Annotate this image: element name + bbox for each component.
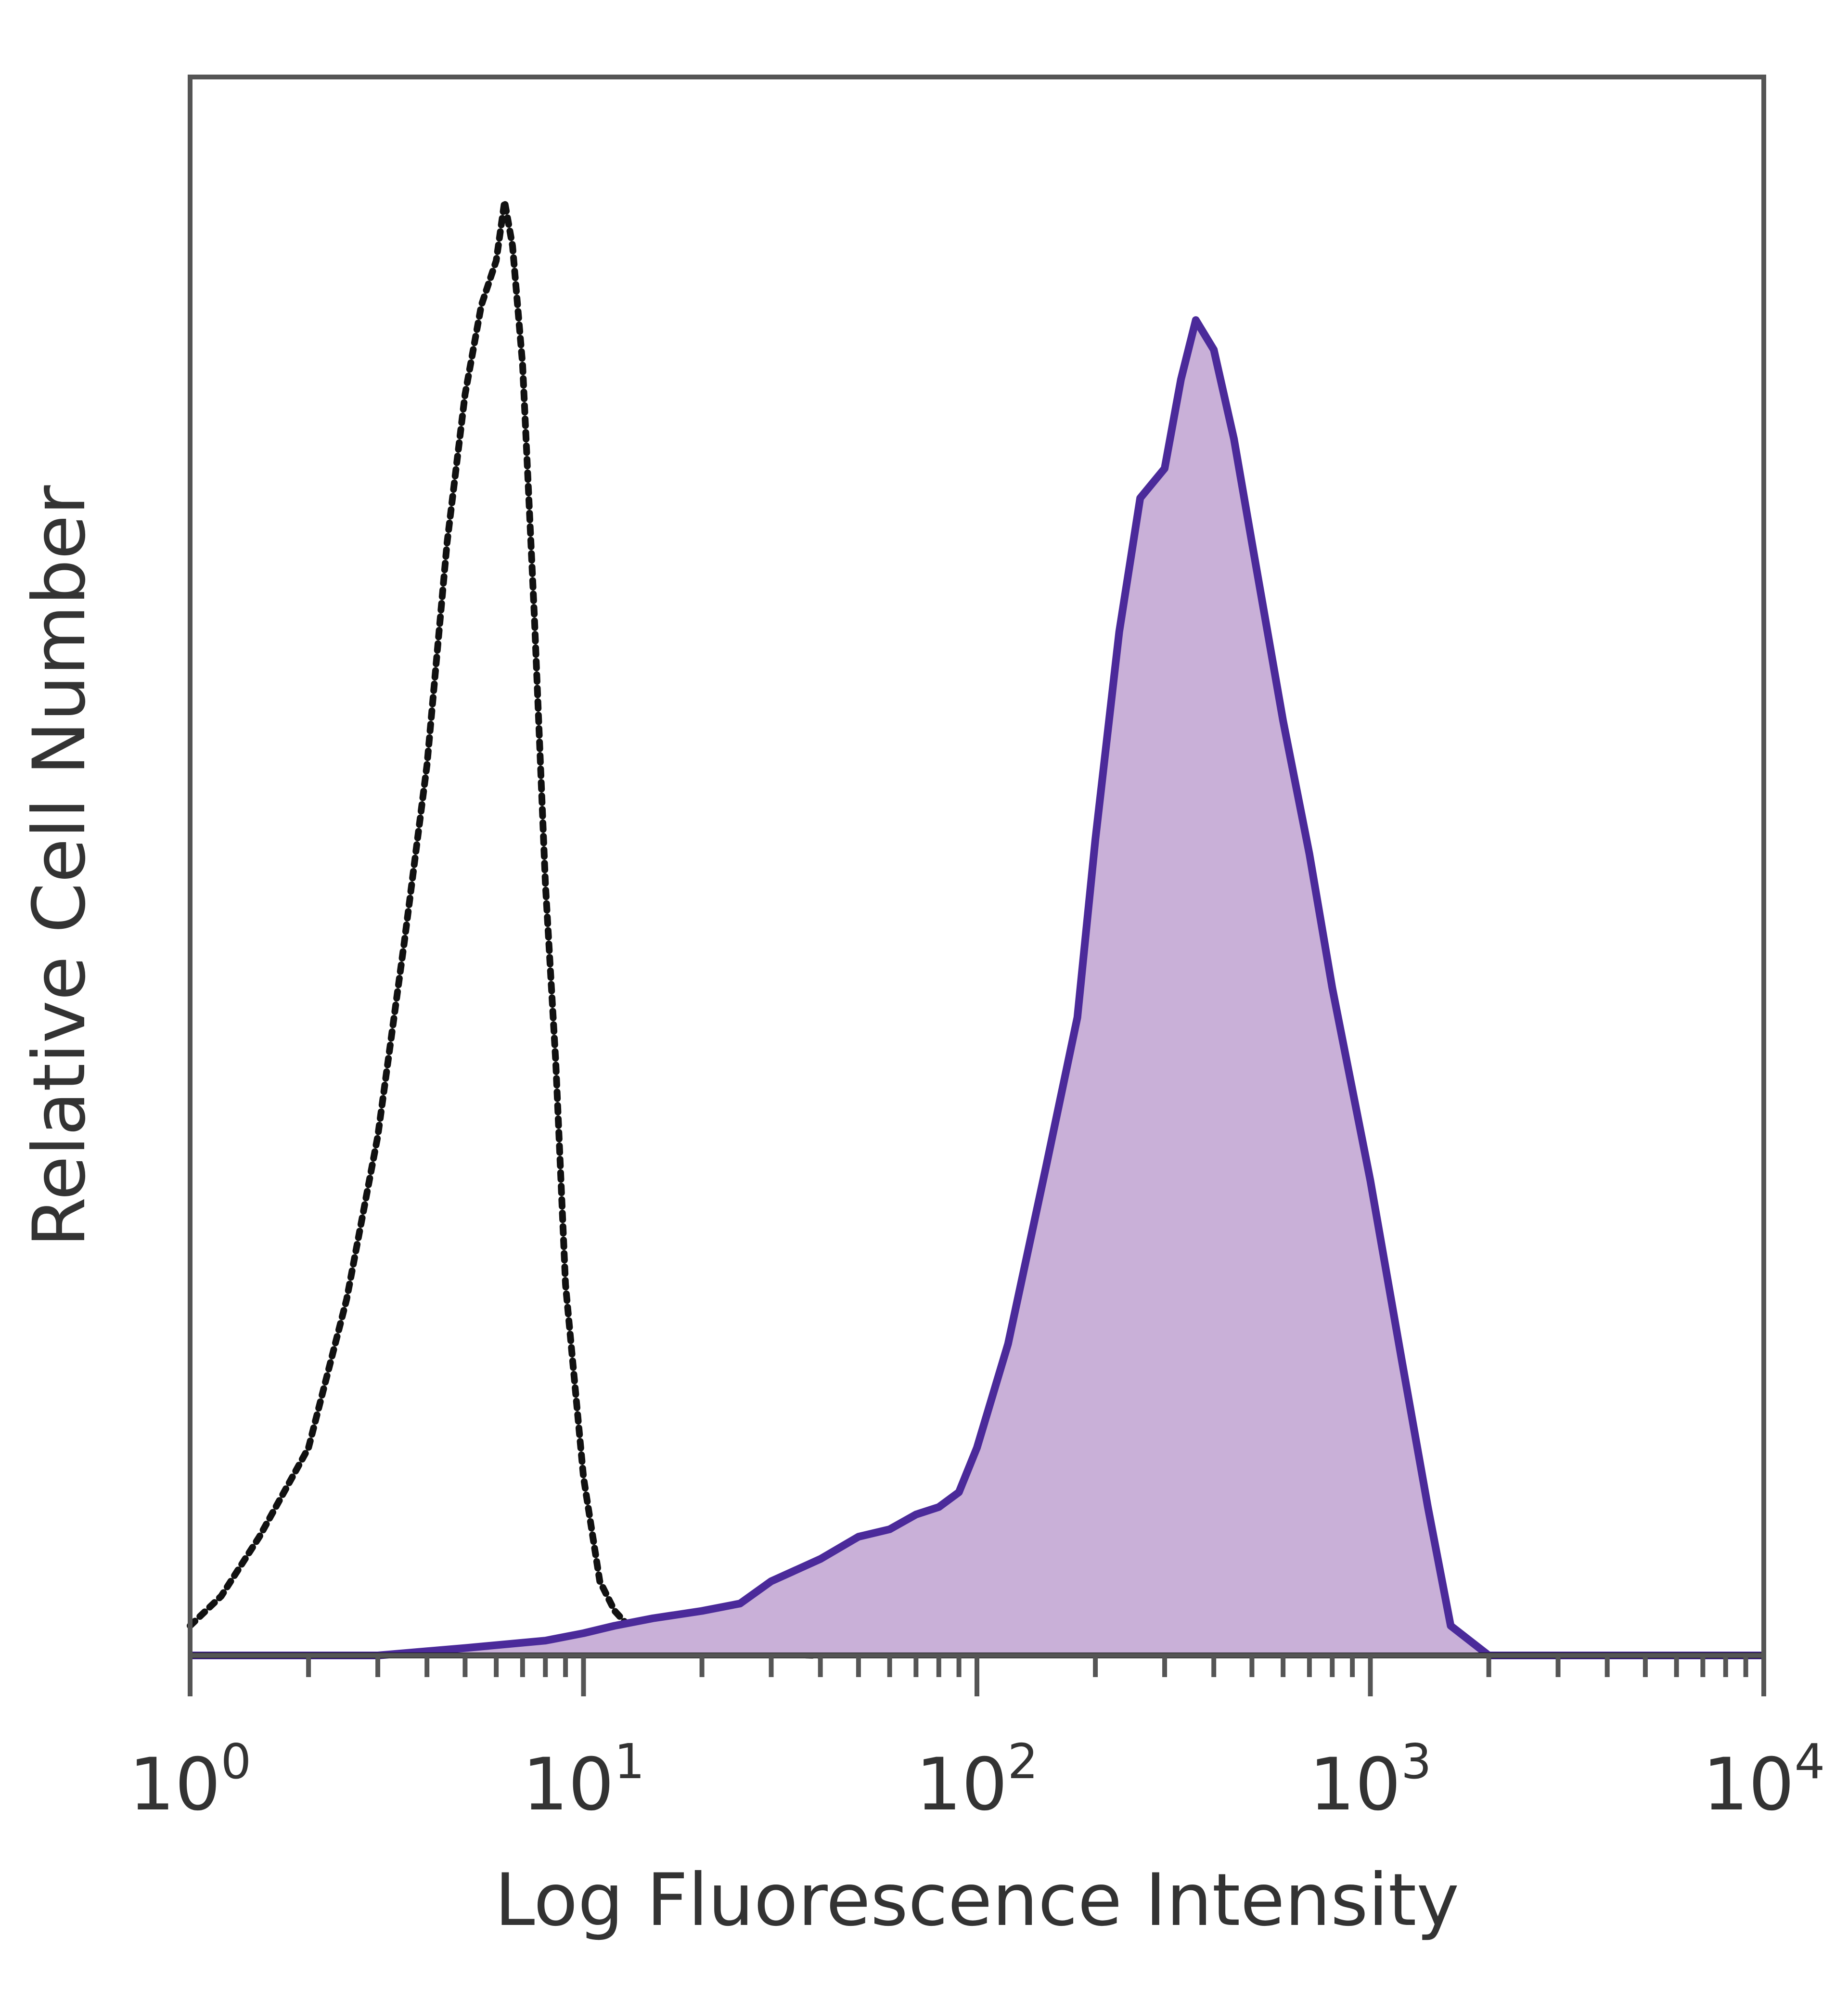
series-1-line (190, 316, 1764, 1659)
x-tick-label: 102 (916, 1733, 1039, 1827)
x-axis-title: Log Fluorescence Intensity (495, 1859, 1459, 1942)
x-axis-ticks: 100 101 102 103 104 (129, 1655, 1825, 1827)
y-axis-title: Relative Cell Number (18, 485, 102, 1247)
x-tick-label: 104 (1703, 1733, 1825, 1827)
series-1-fill (190, 320, 1764, 1655)
x-tick-label: 101 (522, 1733, 645, 1827)
x-tick-label: 103 (1309, 1733, 1432, 1827)
x-tick-label: 100 (129, 1733, 252, 1827)
